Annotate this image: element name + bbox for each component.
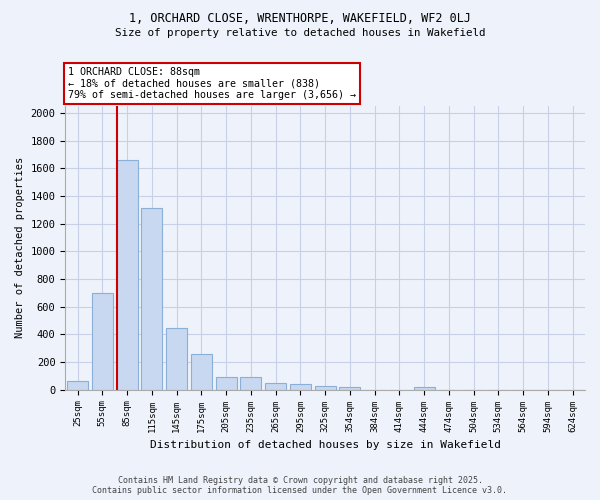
Bar [191, 354, 212, 390]
X-axis label: Distribution of detached houses by size in Wakefield: Distribution of detached houses by size … [149, 440, 500, 450]
Bar [413, 387, 434, 390]
Bar [92, 293, 113, 390]
Bar [67, 380, 88, 390]
Bar [265, 383, 286, 390]
Bar [116, 160, 137, 390]
Text: Contains HM Land Registry data © Crown copyright and database right 2025.
Contai: Contains HM Land Registry data © Crown c… [92, 476, 508, 495]
Text: 1 ORCHARD CLOSE: 88sqm
← 18% of detached houses are smaller (838)
79% of semi-de: 1 ORCHARD CLOSE: 88sqm ← 18% of detached… [68, 67, 356, 100]
Y-axis label: Number of detached properties: Number of detached properties [15, 157, 25, 338]
Bar [241, 377, 262, 390]
Text: 1, ORCHARD CLOSE, WRENTHORPE, WAKEFIELD, WF2 0LJ: 1, ORCHARD CLOSE, WRENTHORPE, WAKEFIELD,… [129, 12, 471, 26]
Bar [340, 386, 361, 390]
Bar [215, 377, 236, 390]
Bar [142, 208, 163, 390]
Bar [166, 328, 187, 390]
Text: Size of property relative to detached houses in Wakefield: Size of property relative to detached ho… [115, 28, 485, 38]
Bar [290, 384, 311, 390]
Bar [314, 386, 335, 390]
